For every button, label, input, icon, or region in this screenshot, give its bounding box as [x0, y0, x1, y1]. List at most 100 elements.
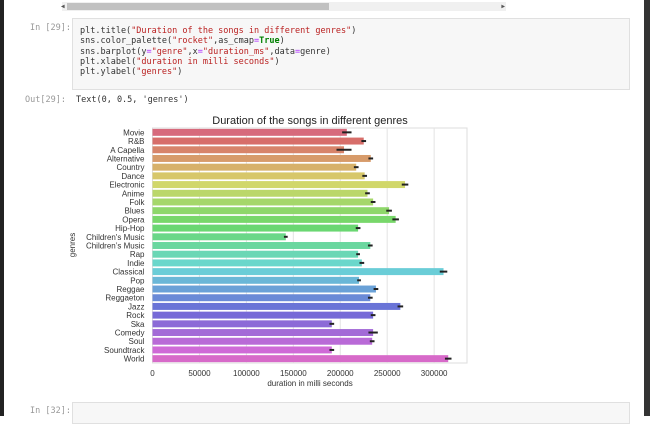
- code-token: ,x: [187, 46, 198, 57]
- bar: [152, 189, 368, 197]
- code-line: plt.title("Duration of the songs in diff…: [80, 26, 629, 36]
- code-token: =: [294, 46, 301, 57]
- bar: [152, 224, 359, 232]
- bar: [152, 329, 374, 337]
- bar: [152, 172, 365, 180]
- bar: [152, 233, 286, 241]
- y-tick-label: Hip-Hop: [115, 224, 145, 233]
- x-axis-label: duration in milli seconds: [267, 379, 352, 388]
- bar: [152, 242, 371, 249]
- code-token: "duration_ms": [202, 46, 270, 57]
- y-tick-label: Movie: [123, 128, 145, 137]
- x-tick-label: 50000: [188, 369, 211, 378]
- window-edge-right: [644, 0, 650, 416]
- next-input-prompt: In [32]:: [30, 406, 71, 416]
- next-code-cell[interactable]: [72, 402, 630, 424]
- y-tick-label: Anime: [122, 189, 145, 198]
- code-token: plt.ylabel(: [80, 67, 137, 78]
- scroll-left-icon[interactable]: ◀: [61, 3, 65, 10]
- code-token: ,as_cmap: [213, 36, 255, 47]
- y-tick-label: Soul: [128, 337, 144, 346]
- scroll-right-icon[interactable]: ▶: [501, 3, 505, 10]
- bar: [152, 294, 371, 302]
- y-tick-label: Alternative: [107, 154, 145, 163]
- y-tick-label: Reggaeton: [105, 294, 144, 303]
- code-token: =: [146, 46, 152, 57]
- code-token: "duration in milli seconds": [136, 56, 275, 67]
- code-cell[interactable]: plt.title("Duration of the songs in diff…: [72, 18, 630, 90]
- code-editor[interactable]: plt.title("Duration of the songs in diff…: [73, 19, 629, 77]
- bar: [152, 146, 345, 154]
- bar: [152, 285, 376, 293]
- x-tick-label: 250000: [374, 369, 401, 378]
- scrollbar-thumb[interactable]: [67, 3, 329, 10]
- code-token: ): [177, 67, 183, 78]
- y-tick-label: Indie: [127, 259, 145, 268]
- code-line: plt.ylabel("genres"): [80, 67, 629, 77]
- code-token: "rocket": [172, 36, 214, 47]
- output-prompt: Out[29]:: [25, 95, 66, 105]
- code-token: genre): [300, 46, 331, 57]
- bar: [152, 276, 360, 284]
- bar: [152, 268, 444, 276]
- bar: [152, 137, 364, 145]
- y-axis-label: genres: [68, 233, 77, 257]
- input-prompt: In [29]:: [30, 23, 71, 33]
- y-tick-label: Rap: [130, 250, 145, 259]
- y-tick-label: Children's Music: [86, 233, 144, 242]
- y-tick-label: Classical: [112, 268, 144, 277]
- code-token: =: [197, 46, 203, 57]
- window-edge-left: [0, 0, 4, 416]
- code-token: sns.barplot(y: [80, 46, 147, 57]
- bar: [152, 215, 396, 223]
- code-token: =: [254, 36, 260, 47]
- horizontal-scrollbar[interactable]: ◀ ▶: [61, 2, 506, 11]
- bar: [152, 259, 362, 267]
- bar: [152, 302, 401, 310]
- chart-title: Duration of the songs in different genre…: [212, 115, 408, 127]
- y-tick-label: Blues: [124, 207, 144, 216]
- y-tick-label: Reggae: [116, 285, 145, 294]
- code-token: ): [351, 26, 357, 36]
- x-tick-label: 150000: [280, 369, 307, 378]
- code-line: sns.barplot(y="genre",x="duration_ms",da…: [80, 47, 629, 57]
- bar: [152, 320, 332, 328]
- y-tick-label: Ska: [131, 320, 145, 329]
- code-token: "genres": [136, 67, 178, 78]
- y-tick-label: Pop: [130, 276, 145, 285]
- code-token: plt.title(: [80, 26, 132, 36]
- code-token: ,data: [269, 46, 295, 57]
- code-line: sns.color_palette("rocket",as_cmap=True): [80, 36, 629, 46]
- bar: [152, 250, 359, 258]
- y-tick-label: Folk: [129, 198, 145, 207]
- y-tick-label: Comedy: [115, 329, 145, 338]
- y-tick-label: A Capella: [110, 146, 145, 155]
- bar: [152, 311, 374, 319]
- bar: [152, 198, 374, 206]
- bar: [152, 207, 390, 215]
- y-tick-label: Soundtrack: [104, 346, 145, 355]
- code-token: "genre": [151, 46, 188, 57]
- x-tick-label: 200000: [327, 369, 354, 378]
- bar: [152, 355, 449, 363]
- y-tick-label: World: [124, 355, 145, 364]
- bar: [152, 337, 373, 345]
- y-tick-label: R&B: [128, 137, 144, 146]
- code-token: sns.color_palette(: [80, 36, 173, 47]
- bar: [152, 128, 347, 136]
- y-tick-label: Electronic: [109, 181, 144, 190]
- output-text: Text(0, 0.5, 'genres'): [76, 95, 189, 105]
- code-token: True: [259, 36, 280, 47]
- y-tick-label: Country: [116, 163, 144, 172]
- bar: [152, 181, 406, 189]
- y-tick-label: Rock: [126, 311, 145, 320]
- y-tick-label: Dance: [121, 172, 145, 181]
- x-tick-label: 100000: [233, 369, 260, 378]
- code-token: plt.xlabel(: [80, 56, 137, 67]
- bar: [152, 346, 332, 354]
- x-tick-label: 300000: [421, 369, 448, 378]
- y-tick-label: Jazz: [128, 302, 144, 311]
- bar: [152, 154, 371, 162]
- x-tick-label: 0: [150, 369, 155, 378]
- code-line: plt.xlabel("duration in milli seconds"): [80, 57, 629, 67]
